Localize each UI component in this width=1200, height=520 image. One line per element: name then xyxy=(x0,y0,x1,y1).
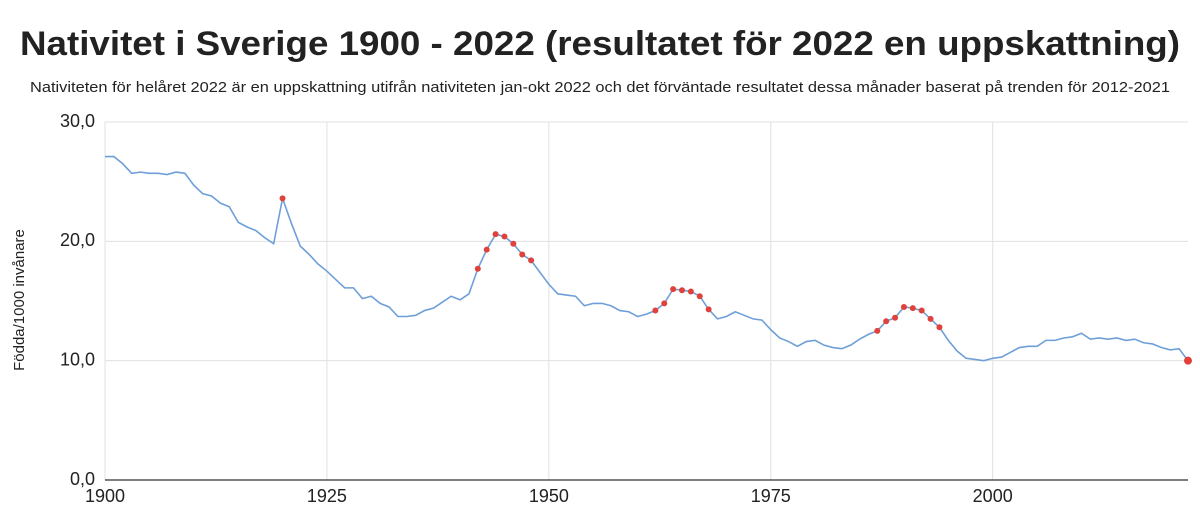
highlight-point xyxy=(661,300,668,307)
highlight-point xyxy=(909,305,916,312)
highlight-point xyxy=(501,233,508,240)
y-tick-label: 10,0 xyxy=(60,349,95,369)
chart-subtitle: Nativiteten för helåret 2022 är en uppsk… xyxy=(30,79,1170,96)
highlight-point xyxy=(519,251,526,258)
highlight-point xyxy=(1184,356,1192,365)
x-tick-label: 1975 xyxy=(751,486,791,506)
y-tick-label: 0,0 xyxy=(70,469,95,489)
highlight-point xyxy=(492,231,499,238)
highlight-point xyxy=(918,307,925,314)
y-axis-label: Födda/1000 invånare xyxy=(11,229,28,371)
highlight-point xyxy=(279,195,286,202)
highlight-point xyxy=(900,303,907,310)
highlight-point xyxy=(936,324,943,331)
highlight-point xyxy=(528,257,535,264)
highlight-point xyxy=(883,318,890,325)
highlight-point xyxy=(510,240,517,247)
data-line xyxy=(105,155,1189,362)
highlight-point xyxy=(696,293,703,300)
highlight-point xyxy=(474,265,481,272)
highlight-point xyxy=(687,288,694,295)
y-tick-label: 30,0 xyxy=(60,111,95,131)
x-tick-label: 2000 xyxy=(973,486,1013,506)
highlight-point xyxy=(892,314,899,321)
chart-title: Nativitet i Sverige 1900 - 2022 (resulta… xyxy=(20,25,1180,63)
highlight-point xyxy=(874,327,881,334)
x-tick-label: 1950 xyxy=(529,486,569,506)
highlight-point xyxy=(652,307,659,314)
highlight-point xyxy=(670,286,677,293)
highlight-point xyxy=(679,287,686,294)
highlight-point xyxy=(705,306,712,313)
y-tick-label: 20,0 xyxy=(60,230,95,250)
highlight-point xyxy=(927,315,934,322)
highlight-point xyxy=(483,246,490,253)
x-tick-label: 1900 xyxy=(85,486,125,506)
x-tick-label: 1925 xyxy=(307,486,347,506)
